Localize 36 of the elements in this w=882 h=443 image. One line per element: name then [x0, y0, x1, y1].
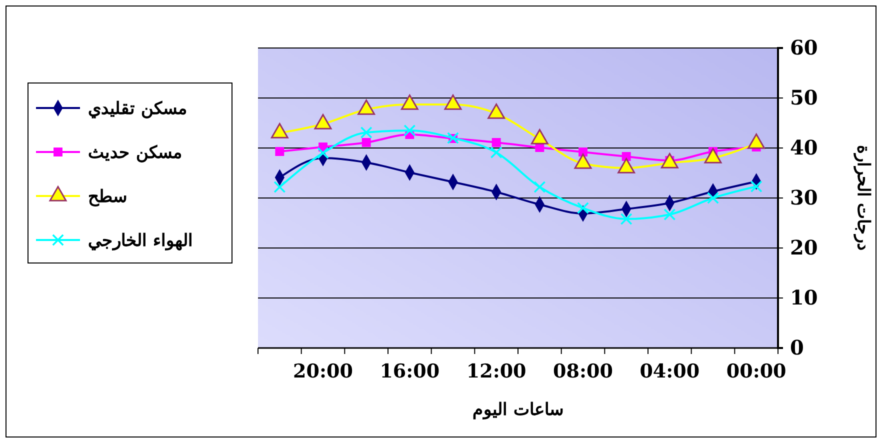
x-tick-label: 00:00: [726, 360, 786, 383]
x-axis-title: ساعات اليوم: [472, 400, 564, 420]
y-tick-label: 0: [790, 335, 804, 360]
point: [578, 148, 588, 156]
point: [620, 212, 632, 226]
point: [622, 152, 631, 161]
point: [446, 132, 460, 144]
x-tick-label: 08:00: [553, 360, 613, 383]
point: [664, 208, 676, 221]
point: [490, 146, 502, 159]
point: [750, 180, 762, 193]
y-axis-title: درجات الحرارة: [853, 145, 873, 251]
point: [362, 138, 371, 147]
point: [576, 202, 590, 214]
x-tick-label: 12:00: [466, 360, 526, 383]
y-tick-label: 30: [790, 185, 818, 210]
point: [274, 180, 286, 194]
x-tick-label: 20:00: [293, 360, 353, 383]
y-tick-label: 60: [790, 35, 818, 60]
point: [706, 192, 720, 204]
y-tick-label: 20: [790, 235, 818, 260]
x-tick-label: 04:00: [640, 360, 700, 383]
legend-label: مسكن تقليدي: [88, 99, 187, 119]
point: [404, 124, 416, 137]
point: [492, 138, 501, 147]
y-tick-label: 50: [790, 85, 818, 110]
legend-label: سطح: [88, 187, 127, 207]
point: [316, 146, 330, 160]
point: [534, 180, 546, 194]
legend-label: الهواء الخارجي: [88, 231, 193, 251]
y-tick-label: 10: [790, 285, 818, 310]
x-tick-label: 16:00: [380, 360, 440, 383]
legend-label: مسكن حديث: [88, 143, 182, 163]
y-tick-label: 40: [790, 135, 818, 160]
point: [360, 126, 372, 139]
point: [275, 147, 284, 156]
